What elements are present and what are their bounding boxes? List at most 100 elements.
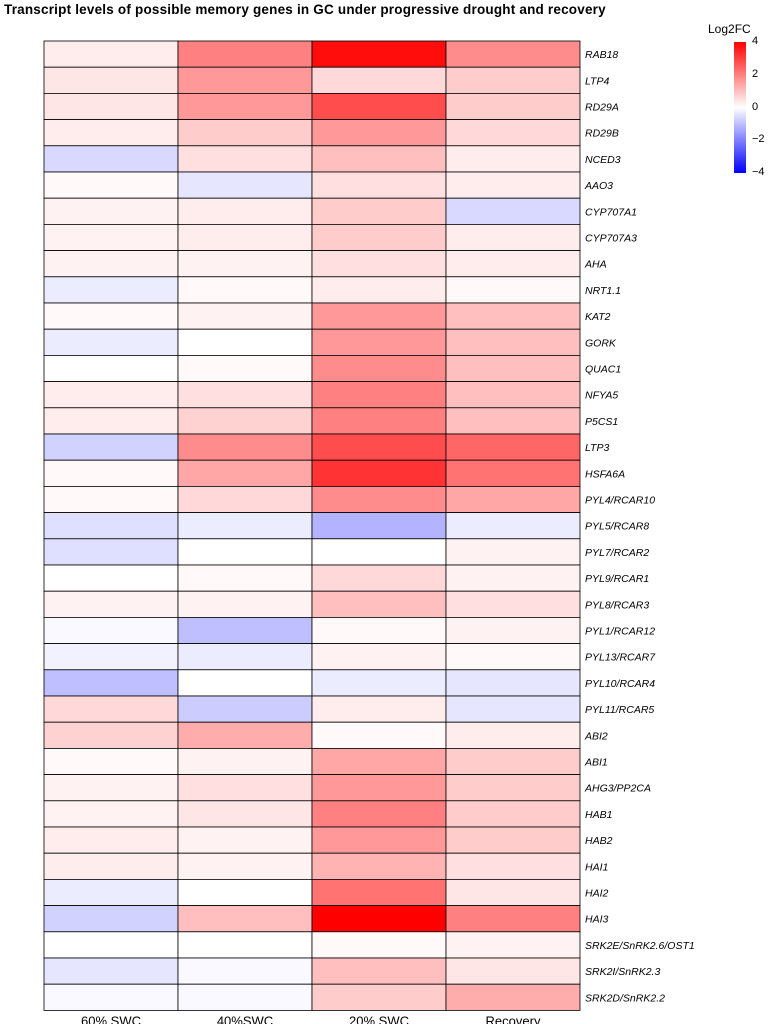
row-label: CYP707A1 (585, 206, 637, 218)
heatmap-cell (445, 564, 581, 592)
row-label: HAB2 (585, 835, 613, 847)
row-label: KAT2 (585, 311, 611, 323)
row-label: LTP4 (585, 75, 609, 87)
heatmap-cell (43, 538, 179, 566)
heatmap-cell (311, 852, 447, 880)
heatmap-cell (43, 407, 179, 435)
heatmap-cell (311, 957, 447, 985)
heatmap-cell (177, 512, 313, 540)
heatmap-cell (43, 93, 179, 121)
heatmap-cell (177, 564, 313, 592)
row-label: ABI1 (584, 757, 608, 769)
row-label: PYL5/RCAR8 (585, 521, 649, 533)
heatmap-cell (311, 538, 447, 566)
heatmap-cell (177, 93, 313, 121)
heatmap-cell (177, 40, 313, 68)
heatmap-cell (177, 643, 313, 671)
heatmap-cell (445, 485, 581, 513)
heatmap-cell (311, 328, 447, 356)
heatmap-cell (311, 721, 447, 749)
heatmap-cell (311, 512, 447, 540)
heatmap-cell (311, 617, 447, 645)
heatmap-cell (43, 381, 179, 409)
row-label: P5CS1 (585, 416, 618, 428)
heatmap-cell (177, 119, 313, 147)
heatmap-cell (311, 250, 447, 278)
heatmap-cell (177, 485, 313, 513)
heatmap-cell (445, 512, 581, 540)
heatmap-cell (177, 250, 313, 278)
heatmap-cell (177, 826, 313, 854)
heatmap-cell (445, 826, 581, 854)
heatmap-cell (445, 721, 581, 749)
row-label: AHG3/PP2CA (584, 783, 651, 795)
heatmap-cell (445, 669, 581, 697)
row-label: RD29B (585, 128, 619, 140)
column-label: 40%SWC (217, 1013, 273, 1024)
heatmap-cell (177, 145, 313, 173)
heatmap-cell (311, 774, 447, 802)
heatmap-cell (177, 931, 313, 959)
heatmap-cell (311, 93, 447, 121)
row-label: NCED3 (585, 154, 621, 166)
legend-tick-label: 0 (752, 100, 759, 113)
heatmap-cell (177, 433, 313, 461)
heatmap-cell (177, 381, 313, 409)
heatmap-cell (311, 354, 447, 382)
heatmap-cell (43, 564, 179, 592)
heatmap-cell (43, 643, 179, 671)
row-label: PYL10/RCAR4 (585, 678, 655, 690)
heatmap-cell (445, 197, 581, 225)
heatmap-cell (445, 879, 581, 907)
heatmap-cell (311, 66, 447, 94)
heatmap-cell (43, 197, 179, 225)
heatmap-cell (43, 748, 179, 776)
row-label: PYL4/RCAR10 (585, 495, 655, 507)
row-label: RAB18 (585, 49, 618, 61)
heatmap-cell (445, 250, 581, 278)
heatmap-cell (311, 145, 447, 173)
heatmap-cell (43, 852, 179, 880)
heatmap-cell (311, 879, 447, 907)
heatmap-cell (311, 40, 447, 68)
row-label: AHA (584, 259, 607, 271)
heatmap-cell (445, 617, 581, 645)
row-label: SRK2I/SnRK2.3 (585, 966, 660, 978)
heatmap-cell (43, 512, 179, 540)
row-label: NFYA5 (585, 390, 618, 402)
heatmap-cell (43, 171, 179, 199)
heatmap-cell (43, 826, 179, 854)
heatmap-cell (311, 983, 447, 1011)
heatmap-cell (445, 538, 581, 566)
heatmap-cell (177, 538, 313, 566)
row-label: CYP707A3 (585, 233, 637, 245)
heatmap-cell (445, 171, 581, 199)
heatmap-cell (445, 433, 581, 461)
heatmap-cell (177, 879, 313, 907)
heatmap-cell (445, 354, 581, 382)
heatmap-cell (177, 617, 313, 645)
legend-tick-label: 2 (752, 67, 759, 80)
row-label: SRK2D/SnRK2.2 (585, 992, 665, 1004)
heatmap-cell (43, 276, 179, 304)
heatmap-cell (445, 695, 581, 723)
heatmap-cell (177, 407, 313, 435)
heatmap-cell (311, 485, 447, 513)
row-label: HAI3 (585, 914, 609, 926)
heatmap-cell (445, 66, 581, 94)
heatmap-cell (43, 40, 179, 68)
heatmap-cell (177, 957, 313, 985)
heatmap-cell (445, 223, 581, 251)
heatmap-cell (43, 433, 179, 461)
heatmap-cell (43, 800, 179, 828)
row-label: ABI2 (584, 730, 608, 742)
heatmap-cell (43, 983, 179, 1011)
column-label: Recovery (486, 1013, 541, 1024)
heatmap-cell (177, 983, 313, 1011)
heatmap-cell (177, 328, 313, 356)
heatmap-cell (311, 407, 447, 435)
heatmap-cell (311, 302, 447, 330)
row-label: PYL9/RCAR1 (585, 573, 649, 585)
heatmap-cell (177, 590, 313, 618)
heatmap-cell (445, 40, 581, 68)
